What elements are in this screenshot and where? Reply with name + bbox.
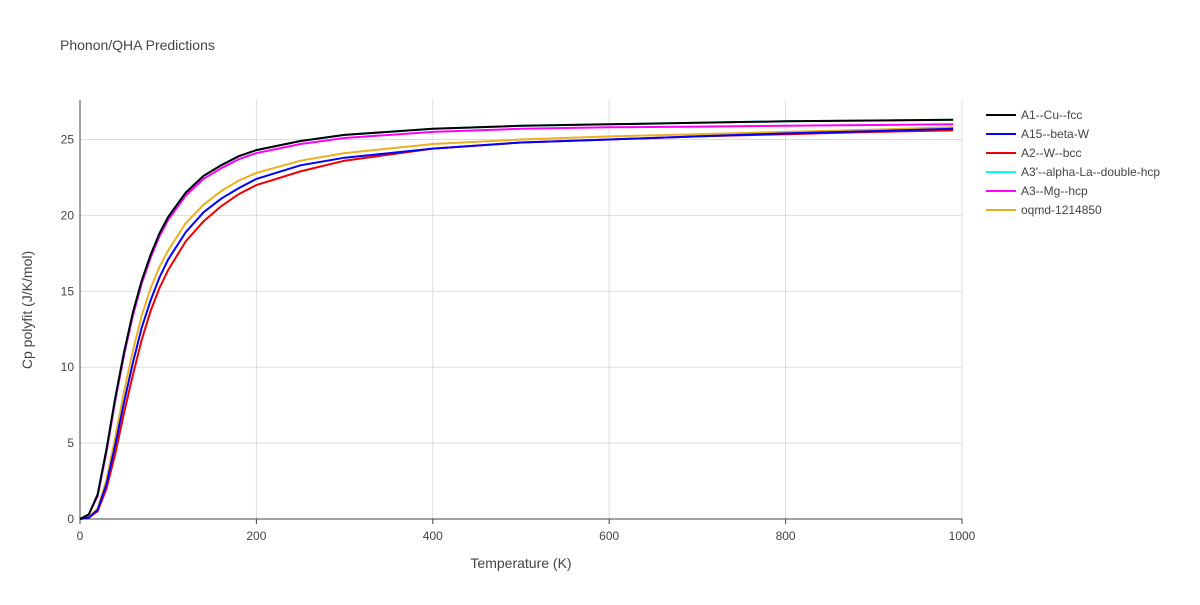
y-tick-label: 10 [61, 360, 75, 374]
legend-label: A3--Mg--hcp [1021, 184, 1088, 198]
line-series [79, 126, 954, 520]
x-tick-label: 800 [776, 529, 796, 543]
x-axis-label: Temperature (K) [470, 555, 571, 571]
x-tick-label: 600 [599, 529, 619, 543]
legend-label: oqmd-1214850 [1021, 203, 1102, 217]
y-tick-label: 25 [61, 132, 75, 146]
y-tick-label: 20 [61, 208, 75, 222]
legend-label: A1--Cu--fcc [1021, 108, 1082, 122]
legend-label: A15--beta-W [1021, 127, 1090, 141]
legend-label: A2--W--bcc [1021, 146, 1081, 160]
x-tick-label: 1000 [949, 529, 976, 543]
line-series [79, 123, 954, 520]
y-tick-label: 0 [67, 512, 74, 526]
y-tick-label: 5 [67, 436, 74, 450]
x-tick-label: 0 [77, 529, 84, 543]
x-tick-label: 200 [246, 529, 266, 543]
line-series [79, 129, 954, 520]
y-tick-label: 15 [61, 284, 75, 298]
chart-title: Phonon/QHA Predictions [60, 37, 215, 53]
line-series [79, 118, 954, 520]
x-tick-label: 400 [423, 529, 443, 543]
line-series [79, 118, 954, 520]
y-axis-label: Cp polyfit (J/K/mol) [19, 251, 35, 369]
line-series [79, 127, 954, 520]
legend-label: A3'--alpha-La--double-hcp [1021, 165, 1160, 179]
